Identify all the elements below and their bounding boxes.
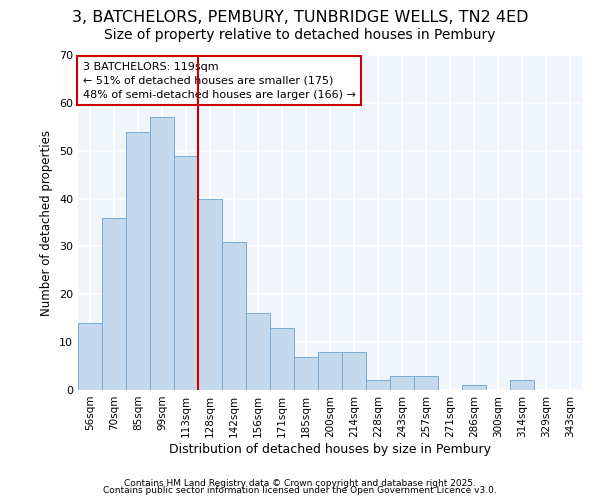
Text: Contains HM Land Registry data © Crown copyright and database right 2025.: Contains HM Land Registry data © Crown c… — [124, 478, 476, 488]
X-axis label: Distribution of detached houses by size in Pembury: Distribution of detached houses by size … — [169, 442, 491, 456]
Bar — [414, 376, 438, 390]
Bar — [222, 242, 246, 390]
Bar — [102, 218, 126, 390]
Text: Contains public sector information licensed under the Open Government Licence v3: Contains public sector information licen… — [103, 486, 497, 495]
Bar — [270, 328, 294, 390]
Text: Size of property relative to detached houses in Pembury: Size of property relative to detached ho… — [104, 28, 496, 42]
Text: 3 BATCHELORS: 119sqm
← 51% of detached houses are smaller (175)
48% of semi-deta: 3 BATCHELORS: 119sqm ← 51% of detached h… — [83, 62, 356, 100]
Bar — [342, 352, 366, 390]
Bar — [510, 380, 534, 390]
Bar — [390, 376, 414, 390]
Bar — [126, 132, 150, 390]
Y-axis label: Number of detached properties: Number of detached properties — [40, 130, 53, 316]
Bar — [318, 352, 342, 390]
Text: 3, BATCHELORS, PEMBURY, TUNBRIDGE WELLS, TN2 4ED: 3, BATCHELORS, PEMBURY, TUNBRIDGE WELLS,… — [72, 10, 528, 25]
Bar — [246, 314, 270, 390]
Bar — [294, 356, 318, 390]
Bar — [78, 323, 102, 390]
Bar — [366, 380, 390, 390]
Bar — [198, 198, 222, 390]
Bar — [462, 385, 486, 390]
Bar — [174, 156, 198, 390]
Bar — [150, 117, 174, 390]
